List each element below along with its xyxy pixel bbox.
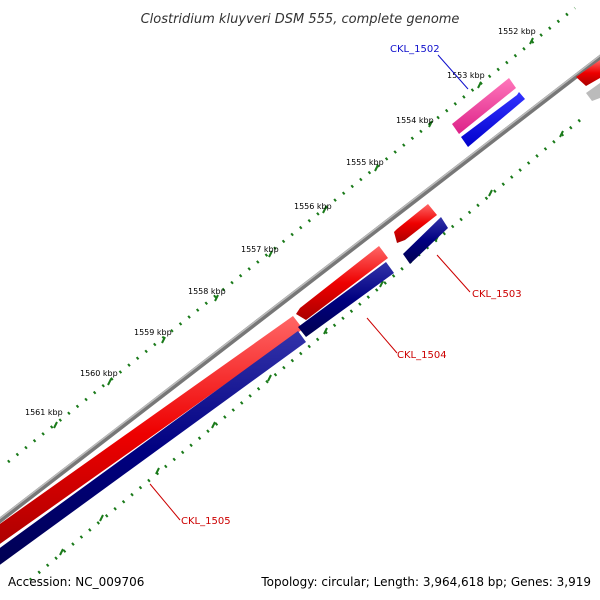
kbp-label: 1554 kbp bbox=[396, 116, 434, 125]
outer-major-tick bbox=[53, 421, 58, 429]
gene-features bbox=[0, 60, 600, 572]
kbp-label: 1559 kbp bbox=[134, 328, 172, 337]
inner-major-ticks bbox=[59, 130, 564, 556]
gene-label-ckl-1504[interactable]: CKL_1504 bbox=[397, 350, 447, 361]
outer-major-tick bbox=[214, 294, 219, 302]
outer-major-tick bbox=[161, 336, 166, 344]
outer-major-tick bbox=[428, 120, 433, 128]
kbp-labels: 1552 kbp 1553 kbp 1554 kbp 1555 kbp 1556… bbox=[25, 27, 536, 417]
gene-label-ckl-1503[interactable]: CKL_1503 bbox=[472, 289, 522, 300]
genome-backbone bbox=[0, 54, 600, 524]
kbp-label: 1555 kbp bbox=[346, 158, 384, 167]
gene-labels: CKL_1502 CKL_1503 CKL_1504 CKL_1505 bbox=[181, 44, 522, 527]
outer-tick-ring bbox=[7, 6, 576, 464]
gene-ckl-1503-forward[interactable] bbox=[394, 204, 437, 243]
inner-major-tick bbox=[488, 189, 493, 197]
gene-ckl-1504-reverse[interactable] bbox=[298, 262, 394, 337]
kbp-label: 1553 kbp bbox=[447, 71, 485, 80]
outer-major-tick bbox=[107, 378, 112, 386]
outer-major-tick bbox=[477, 81, 482, 89]
gene-label-ckl-1505[interactable]: CKL_1505 bbox=[181, 516, 231, 527]
kbp-label: 1552 kbp bbox=[498, 27, 536, 36]
topology-summary: Topology: circular; Length: 3,964,618 bp… bbox=[260, 575, 591, 589]
leader-ckl-1504 bbox=[366, 317, 398, 354]
kbp-label: 1561 kbp bbox=[25, 408, 63, 417]
gene-next-forward[interactable] bbox=[576, 60, 600, 86]
outer-major-tick bbox=[374, 164, 379, 172]
inner-major-tick bbox=[155, 467, 160, 475]
leader-ckl-1505 bbox=[149, 483, 181, 521]
outer-major-tick bbox=[322, 206, 327, 214]
gene-ckl-1505-forward[interactable] bbox=[0, 316, 303, 551]
leader-ckl-1502 bbox=[437, 54, 469, 90]
gene-label-leaders bbox=[149, 54, 471, 521]
inner-major-tick bbox=[99, 514, 104, 522]
gene-label-ckl-1502[interactable]: CKL_1502 bbox=[390, 44, 440, 55]
accession-text: Accession: NC_009706 bbox=[8, 575, 144, 589]
inner-major-tick bbox=[379, 280, 384, 288]
kbp-label: 1556 kbp bbox=[294, 202, 332, 211]
inner-major-tick bbox=[211, 421, 216, 429]
map-title: Clostridium kluyveri DSM 555, complete g… bbox=[141, 12, 460, 27]
gene-ckl-1505-reverse[interactable] bbox=[0, 331, 306, 572]
gene-ckl-1502-reverse[interactable] bbox=[461, 92, 525, 147]
outer-major-tick bbox=[268, 250, 273, 258]
outer-major-tick bbox=[529, 37, 534, 45]
inner-tick-ring bbox=[29, 118, 581, 582]
inner-major-tick bbox=[267, 374, 272, 382]
inner-major-tick bbox=[559, 130, 564, 138]
kbp-label: 1558 kbp bbox=[188, 287, 226, 296]
gene-next-gray[interactable] bbox=[586, 83, 600, 101]
leader-ckl-1503 bbox=[436, 254, 471, 293]
inner-major-tick bbox=[323, 327, 328, 335]
outer-major-ticks bbox=[53, 37, 534, 429]
inner-major-tick bbox=[59, 548, 64, 556]
gene-ckl-1502-forward[interactable] bbox=[452, 78, 516, 134]
kbp-label: 1557 kbp bbox=[241, 245, 279, 254]
kbp-label: 1560 kbp bbox=[80, 369, 118, 378]
gene-ckl-1504-forward[interactable] bbox=[296, 246, 388, 320]
gene-ckl-1503-reverse[interactable] bbox=[403, 217, 448, 264]
